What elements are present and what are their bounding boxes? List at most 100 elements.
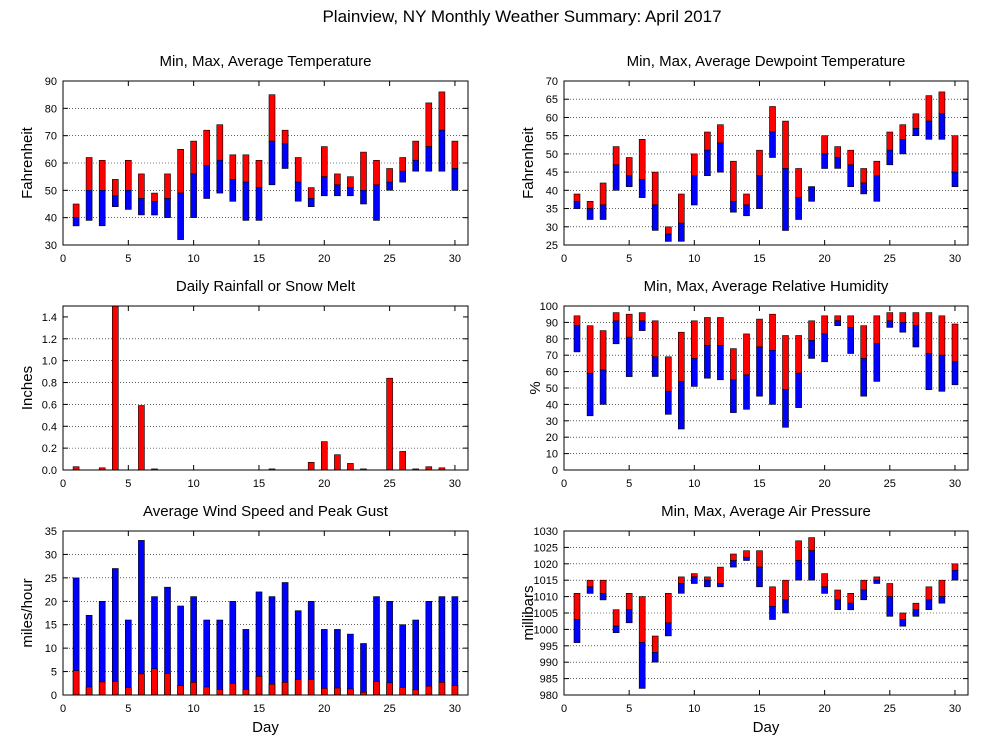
min-range-bar [360,190,367,205]
min-range-bar [717,345,724,381]
max-range-bar [98,160,106,191]
max-range-bar [769,586,776,607]
y-tick-label: 985 [540,674,558,686]
min-range-bar [573,619,581,643]
max-range-bar [912,602,920,611]
peak-gust-bar [412,619,420,696]
y-axis-label: Fahrenheit [19,126,36,199]
min-range-bar [808,186,815,202]
min-range-bar [651,204,659,231]
max-range-bar [85,157,93,191]
min-range-bar [912,128,920,136]
max-range-bar [72,203,80,218]
peak-gust-bar [229,600,237,696]
max-range-bar [704,131,711,151]
min-range-bar [586,586,594,594]
min-range-bar [255,187,263,221]
avg-wind-bar [320,688,328,696]
min-range-bar [951,361,959,386]
max-range-bar [730,553,737,561]
avg-wind-bar [451,685,459,696]
min-range-bar [112,195,119,208]
x-tick-label: 25 [884,253,896,265]
max-range-bar [873,576,881,581]
max-range-bar [164,173,171,199]
min-range-bar [860,182,868,195]
x-tick-label: 20 [819,253,831,265]
max-range-bar [860,325,868,359]
x-tick-label: 15 [753,253,765,265]
max-range-bar [834,589,842,601]
min-range-bar [164,198,171,218]
max-range-bar [925,312,933,354]
max-range-bar [112,179,119,197]
avg-wind-bar [85,686,93,696]
max-range-bar [334,173,341,186]
page-title: Plainview, NY Monthly Weather Summary: A… [322,7,721,26]
min-range-bar [847,326,855,354]
max-range-bar [229,154,237,180]
min-range-bar [690,576,698,584]
max-range-bar [690,320,698,359]
y-tick-label: 30 [546,416,558,428]
min-range-bar [268,140,276,186]
max-range-bar [951,323,959,363]
min-range-bar [769,606,776,620]
y-tick-label: 60 [546,112,558,124]
peak-gust-bar [360,643,367,696]
avg-wind-bar [229,682,237,696]
y-tick-label: 10 [45,643,57,655]
peak-gust-bar [425,600,433,696]
max-range-bar [795,335,802,374]
avg-wind-bar [72,670,80,696]
min-range-bar [847,602,855,611]
min-range-bar [664,622,672,637]
min-range-bar [651,652,659,663]
max-range-bar [951,135,959,173]
plot-frame [563,530,969,696]
max-range-bar [373,160,380,186]
peak-gust-bar [399,624,407,696]
max-range-bar [690,573,698,578]
max-range-bar [412,140,420,161]
chart-title: Min, Max, Average Relative Humidity [644,278,889,295]
min-range-bar [951,570,959,581]
min-range-bar [203,165,210,199]
x-tick-label: 20 [819,478,831,490]
y-tick-label: 5 [51,667,57,679]
max-range-bar [320,146,328,178]
min-range-bar [573,325,581,353]
min-range-bar [938,113,946,140]
max-range-bar [190,140,197,175]
min-range-bar [98,190,106,227]
max-range-bar [769,313,776,351]
min-range-bar [586,372,594,417]
min-range-bar [612,625,620,633]
max-range-bar [268,94,276,142]
min-range-bar [586,208,594,220]
max-range-bar [625,157,633,177]
max-range-bar [438,91,446,131]
min-range-bar [599,592,607,601]
max-range-bar [925,95,933,122]
min-range-bar [821,153,828,169]
max-range-bar [651,171,659,206]
min-range-bar [782,599,789,614]
avg-wind-bar [190,681,197,696]
x-tick-label: 5 [626,253,632,265]
max-range-bar [586,579,594,588]
x-tick-label: 10 [688,478,700,490]
chart-rain: 0.0 0.2 0.4 0.6 0.8 1.0 1.2 1.4 0 5 10 15 20 25 30 Dail… [19,278,469,490]
y-tick-label: 980 [540,690,558,702]
max-range-bar [599,182,607,206]
plot-frame [563,80,969,246]
rainfall-bar [112,305,119,471]
rainfall-bar [307,461,315,471]
min-range-bar [795,197,802,220]
peak-gust-bar [177,605,184,696]
max-range-bar [769,106,776,133]
max-range-bar [717,124,724,144]
plot-frame [62,305,469,471]
min-range-bar [334,184,341,197]
min-range-bar [925,353,933,391]
